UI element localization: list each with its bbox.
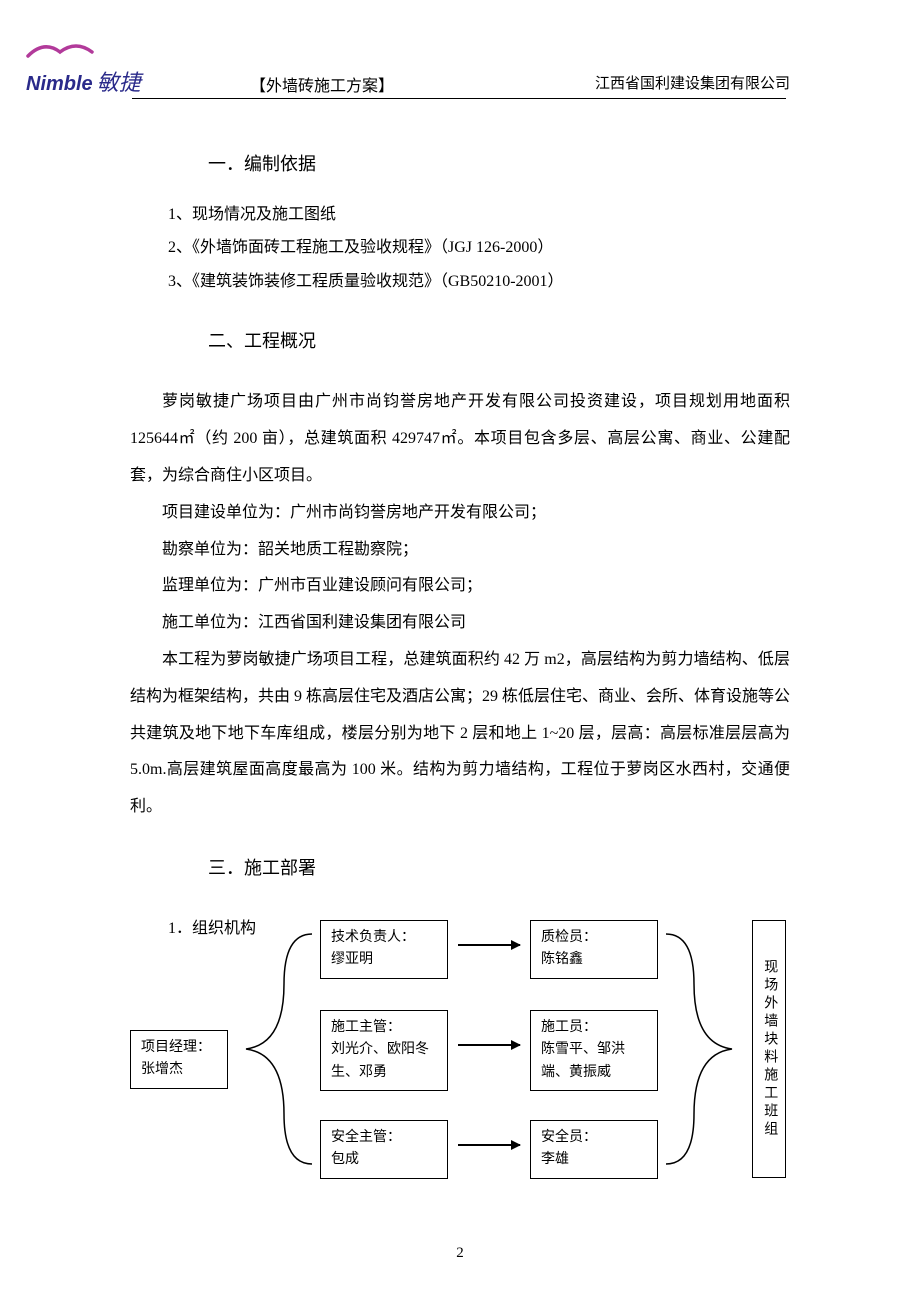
node-qc: 质检员： 陈铭鑫 [530, 920, 658, 979]
final-label: 现场外墙块料施工班组 [758, 959, 780, 1139]
brace-right-icon [664, 924, 744, 1174]
brace-left-icon [234, 924, 314, 1174]
s2-p6: 本工程为萝岗敏捷广场项目工程，总建筑面积约 42 万 m2，高层结构为剪力墙结构… [130, 642, 790, 826]
node-cons: 施工主管： 刘光介、欧阳冬生、邓勇 [320, 1010, 448, 1091]
logo-swoosh-icon [26, 38, 96, 60]
safety-title: 安全员： [541, 1130, 597, 1145]
cons-title: 施工主管： [331, 1020, 401, 1035]
header-rule [132, 98, 786, 99]
header-company: 江西省国利建设集团有限公司 [595, 72, 790, 96]
section1-title: 一．编制依据 [208, 146, 790, 184]
pm-name: 张增杰 [141, 1062, 183, 1077]
node-final: 现场外墙块料施工班组 [752, 920, 786, 1178]
arrow-3 [458, 1144, 520, 1146]
qc-name: 陈铭鑫 [541, 952, 583, 967]
cons-name: 刘光介、欧阳冬生、邓勇 [331, 1042, 429, 1079]
safety-name: 李雄 [541, 1152, 569, 1167]
node-pm: 项目经理： 张增杰 [130, 1030, 228, 1089]
s1-item2: 2、《外墙饰面砖工程施工及验收规程》（JGJ 126-2000） [168, 231, 790, 265]
s2-p3: 勘察单位为：韶关地质工程勘察院； [130, 532, 790, 569]
arrow-2 [458, 1044, 520, 1046]
node-safety: 安全员： 李雄 [530, 1120, 658, 1179]
logo: Nimble敏捷 [26, 38, 141, 97]
worker-title: 施工员： [541, 1020, 597, 1035]
tech-name: 缪亚明 [331, 952, 373, 967]
tech-title: 技术负责人： [331, 930, 415, 945]
s2-p2: 项目建设单位为：广州市尚钧誉房地产开发有限公司； [130, 495, 790, 532]
section3-title: 三．施工部署 [208, 850, 790, 888]
page-header: 【外墙砖施工方案】 江西省国利建设集团有限公司 [130, 72, 790, 96]
header-title: 【外墙砖施工方案】 [250, 72, 394, 96]
arrow-1 [458, 944, 520, 946]
node-tech: 技术负责人： 缪亚明 [320, 920, 448, 979]
s2-p1: 萝岗敏捷广场项目由广州市尚钧誉房地产开发有限公司投资建设，项目规划用地面积 12… [130, 384, 790, 494]
worker-name: 陈雪平、邹洪端、黄振威 [541, 1042, 625, 1079]
s1-item1: 1、现场情况及施工图纸 [168, 198, 790, 232]
node-worker: 施工员： 陈雪平、邹洪端、黄振威 [530, 1010, 658, 1091]
s2-p5: 施工单位为：江西省国利建设集团有限公司 [130, 605, 790, 642]
node-safe: 安全主管： 包成 [320, 1120, 448, 1179]
s2-p4: 监理单位为：广州市百业建设顾问有限公司； [130, 568, 790, 605]
qc-title: 质检员： [541, 930, 597, 945]
safe-name: 包成 [331, 1152, 359, 1167]
org-chart: 项目经理： 张增杰 技术负责人： 缪亚明 施工主管： 刘光介、欧阳冬生、邓勇 安… [130, 920, 830, 1200]
logo-en: Nimble [26, 73, 93, 95]
section2-title: 二、工程概况 [208, 323, 790, 361]
s1-item3: 3、《建筑装饰装修工程质量验收规范》（GB50210-2001） [168, 265, 790, 299]
safe-title: 安全主管： [331, 1130, 401, 1145]
document-body: 一．编制依据 1、现场情况及施工图纸 2、《外墙饰面砖工程施工及验收规程》（JG… [130, 140, 790, 945]
pm-title: 项目经理： [141, 1040, 211, 1055]
page-number: 2 [0, 1245, 920, 1262]
